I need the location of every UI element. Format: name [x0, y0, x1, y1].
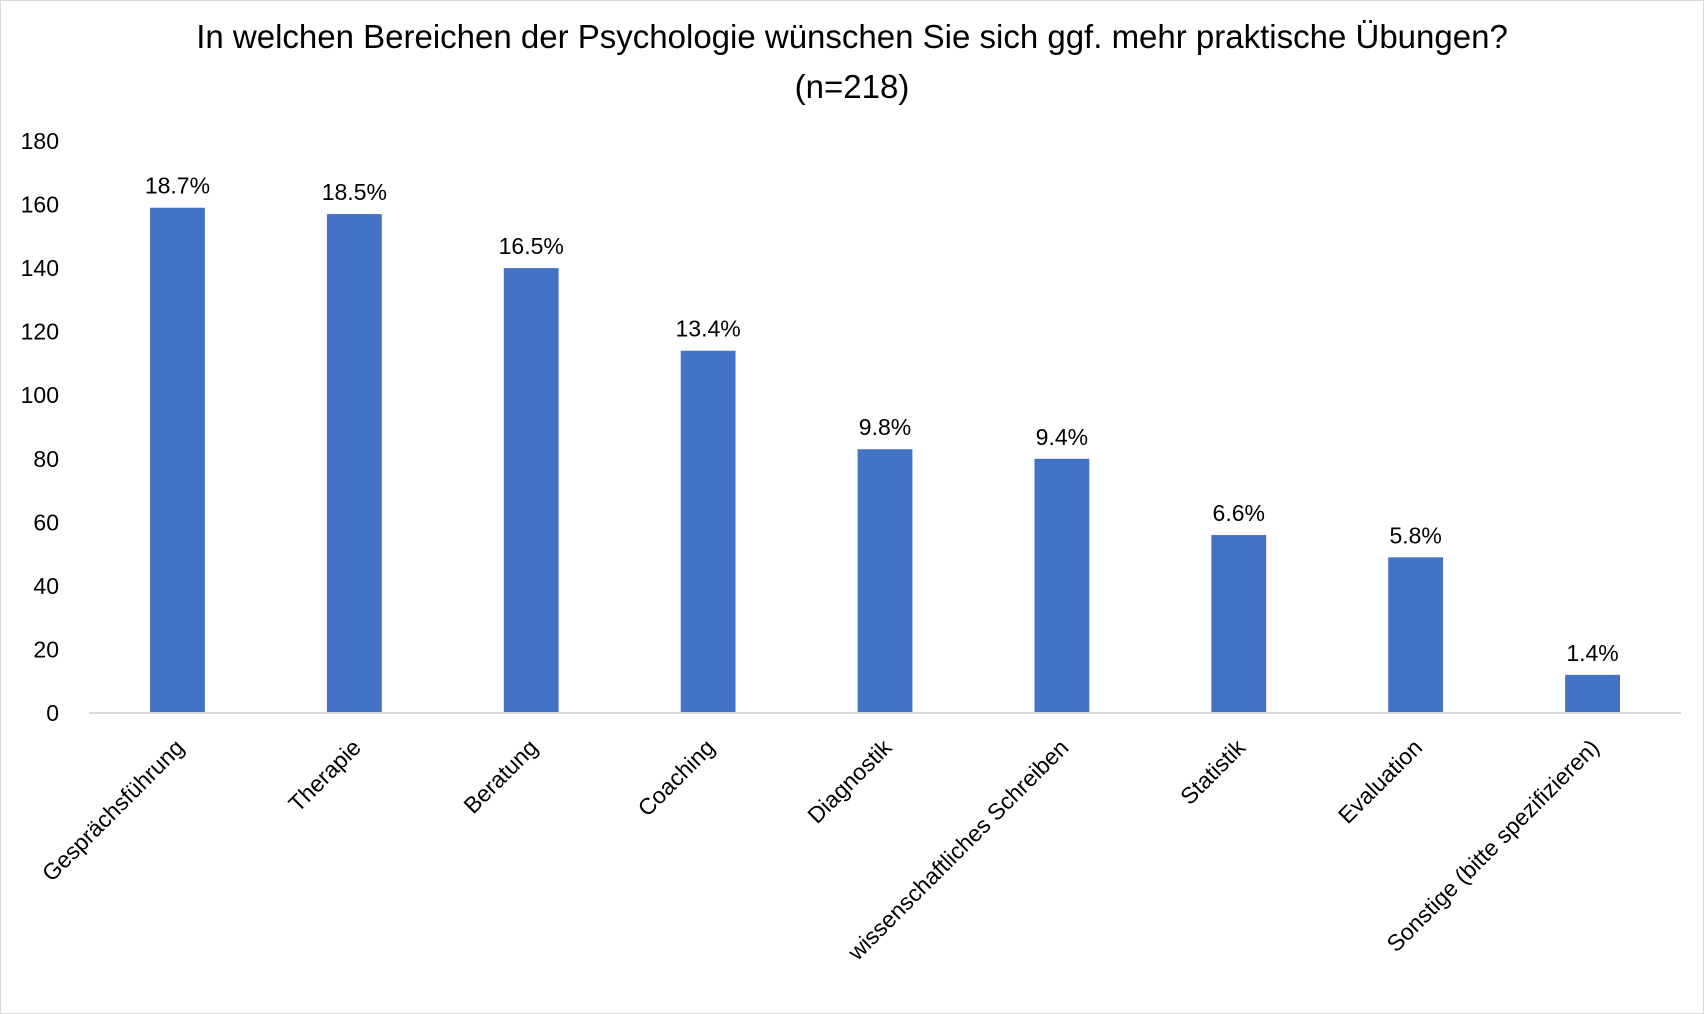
bar [503, 268, 559, 713]
y-tick-label: 80 [33, 446, 59, 472]
x-tick-label: Statistik [1175, 734, 1251, 810]
data-label: 18.5% [322, 179, 387, 205]
chart-subtitle: (n=218) [795, 68, 910, 105]
bar [150, 207, 205, 713]
bar [1388, 557, 1444, 713]
y-tick-label: 120 [21, 319, 59, 345]
y-tick-label: 40 [33, 573, 59, 599]
x-tick-label: Gesprächsführung [37, 734, 189, 886]
y-tick-label: 180 [21, 128, 59, 154]
bar [680, 350, 736, 713]
x-tick-label: Therapie [283, 734, 366, 817]
y-tick-label: 160 [21, 192, 59, 218]
bars-group: 18.7% 18.5% 16.5% 13.4% 9.8% 9.4% 6.6% 5.8% 1.4% [145, 173, 1620, 714]
data-label: 1.4% [1566, 640, 1618, 666]
x-tick-label: Beratung [458, 734, 542, 818]
bar [857, 449, 913, 713]
bar [1211, 535, 1267, 713]
y-axis: 0 20 40 60 80 100 120 140 160 180 [21, 128, 59, 726]
data-label: 16.5% [499, 233, 564, 259]
data-label: 5.8% [1389, 522, 1441, 548]
bar [326, 214, 382, 714]
y-tick-label: 0 [46, 700, 59, 726]
bar [1565, 674, 1620, 713]
bar [1034, 458, 1090, 713]
data-label: 6.6% [1213, 500, 1265, 526]
x-tick-label: Coaching [633, 734, 720, 821]
y-tick-label: 140 [21, 255, 59, 281]
data-label: 9.8% [859, 414, 911, 440]
x-tick-label: Evaluation [1333, 734, 1427, 828]
x-tick-label: Sonstige (bitte spezifizieren) [1381, 734, 1604, 957]
data-label: 13.4% [676, 316, 741, 342]
x-axis: Gesprächsführung Therapie Beratung Coaching… [37, 712, 1681, 966]
data-label: 18.7% [145, 173, 210, 199]
y-tick-label: 20 [33, 636, 59, 662]
x-tick-label: Diagnostik [802, 734, 897, 829]
y-tick-label: 60 [33, 509, 59, 535]
y-tick-label: 100 [21, 382, 59, 408]
chart-title: In welchen Bereichen der Psychologie wün… [196, 18, 1508, 55]
data-label: 9.4% [1036, 424, 1088, 450]
